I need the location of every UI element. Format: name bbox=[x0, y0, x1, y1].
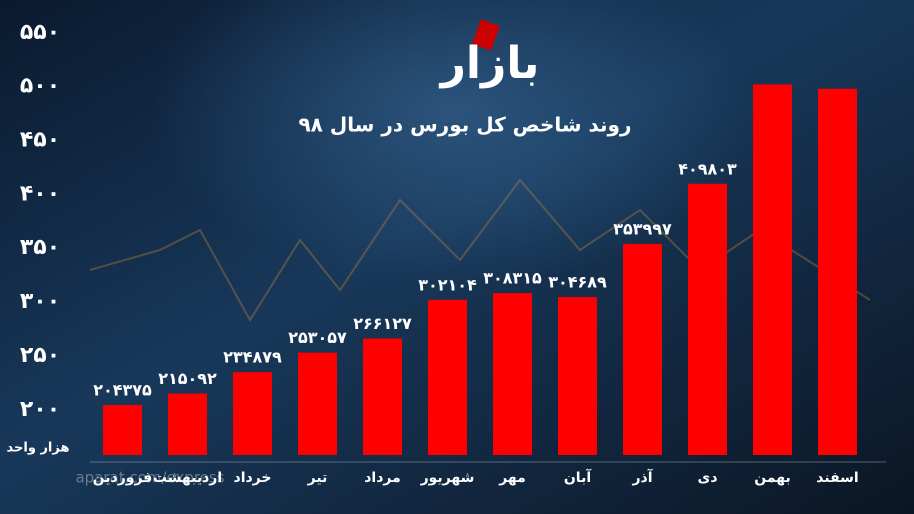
bar bbox=[818, 88, 857, 455]
y-tick-label: ۵۰۰ bbox=[20, 74, 60, 99]
bar bbox=[363, 338, 402, 455]
bar bbox=[233, 372, 272, 455]
bar bbox=[558, 296, 597, 455]
y-tick-label: ۴۵۰ bbox=[20, 127, 60, 152]
x-tick-label: مرداد bbox=[364, 470, 401, 486]
logo: بازار bbox=[439, 38, 540, 89]
bar bbox=[753, 84, 792, 456]
value-label: ۳۰۸۳۱۵ bbox=[483, 269, 542, 288]
bar bbox=[103, 405, 142, 455]
bar bbox=[493, 293, 532, 455]
y-tick-label: ۳۵۰ bbox=[20, 235, 60, 260]
y-tick-label: ۲۰۰ bbox=[20, 397, 60, 422]
value-label: ۳۵۳۹۹۷ bbox=[613, 219, 672, 238]
value-label: ۳۰۴۶۸۹ bbox=[548, 272, 607, 291]
x-tick-label: فروردین bbox=[93, 470, 153, 486]
value-label: ۲۰۴۳۷۵ bbox=[93, 381, 152, 400]
chart-title: روند شاخص کل بورس در سال ۹۸ bbox=[298, 113, 631, 137]
value-label: ۴۰۹۸۰۳ bbox=[678, 159, 737, 178]
y-tick-label: ۵۵۰ bbox=[20, 20, 60, 45]
x-tick-label: آذر bbox=[631, 468, 653, 486]
y-unit-label: هزار واحد bbox=[7, 441, 70, 456]
watermark: aparat.com/express bbox=[75, 469, 224, 487]
bar bbox=[688, 183, 727, 455]
bar bbox=[168, 393, 207, 455]
value-label: ۲۳۴۸۷۹ bbox=[223, 348, 282, 367]
x-tick-label: آبان bbox=[564, 468, 592, 486]
value-label: ۲۵۳۰۵۷ bbox=[288, 328, 347, 347]
value-label: ۳۰۲۱۰۴ bbox=[418, 275, 477, 294]
y-tick-label: ۴۰۰ bbox=[20, 181, 60, 206]
y-tick-label: ۳۰۰ bbox=[20, 289, 60, 314]
x-tick-label: دی bbox=[697, 470, 717, 486]
value-label: ۲۱۵۰۹۲ bbox=[158, 369, 217, 388]
bar bbox=[428, 299, 467, 455]
logo-icon bbox=[472, 19, 500, 51]
x-tick-label: اردیبهشت bbox=[153, 470, 222, 486]
x-tick-label: اسفند bbox=[816, 470, 858, 486]
y-tick-label: ۲۵۰ bbox=[20, 343, 60, 368]
x-tick-label: تیر bbox=[307, 470, 328, 486]
x-tick-label: شهریور bbox=[420, 470, 475, 486]
value-label: ۲۶۶۱۲۷ bbox=[353, 314, 412, 333]
x-tick-label: بهمن bbox=[754, 470, 790, 486]
bar bbox=[298, 352, 337, 455]
bar bbox=[623, 243, 662, 455]
x-tick-label: خرداد bbox=[234, 470, 272, 486]
x-tick-label: مهر bbox=[498, 470, 526, 486]
